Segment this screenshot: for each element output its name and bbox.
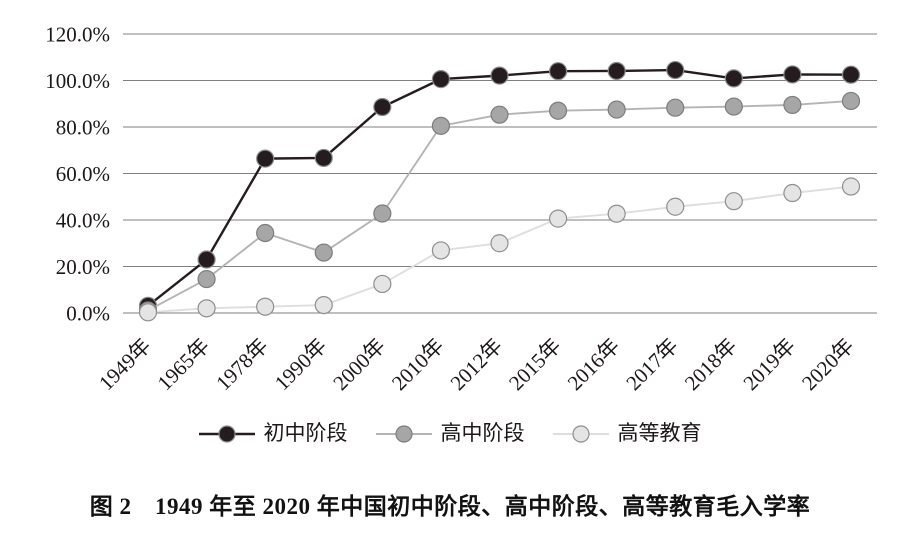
series-0-point-12 <box>841 65 861 84</box>
legend-item-0: 初中阶段 <box>198 421 348 445</box>
x-tick-label: 2010年 <box>387 334 449 396</box>
x-tick-label: 2015年 <box>504 334 566 396</box>
x-tick-label: 1978年 <box>211 334 273 396</box>
series-1-point-1 <box>197 269 216 289</box>
series-0-point-4 <box>373 97 392 117</box>
y-tick-label: 40.0% <box>56 209 110 233</box>
series-1-line <box>147 100 852 312</box>
y-tick-label: 20.0% <box>56 255 110 279</box>
x-tick-label: 2012年 <box>446 334 508 396</box>
series-2-point-7 <box>548 209 568 228</box>
y-tick-label: 0.0% <box>66 302 110 326</box>
legend-label: 初中阶段 <box>263 421 348 445</box>
series-0-point-9 <box>666 60 685 80</box>
x-tick-label: 2020年 <box>797 334 859 396</box>
series-2-point-6 <box>490 234 509 253</box>
x-tick-label: 1990年 <box>270 334 332 396</box>
y-tick-label: 120.0% <box>45 23 110 47</box>
series-1-point-6 <box>490 105 509 124</box>
legend-marker-icon <box>375 424 432 443</box>
series-0-point-5 <box>431 70 451 89</box>
figure-caption: 图 2 1949 年至 2020 年中国初中阶段、高中阶段、高等教育毛入学率 <box>89 494 811 519</box>
legend-item-2: 高等教育 <box>552 421 702 445</box>
series-1-point-5 <box>431 116 451 135</box>
series-2-point-8 <box>607 204 626 223</box>
series-0-point-11 <box>783 65 802 84</box>
x-tick-label: 2017年 <box>621 334 683 396</box>
series-2-point-10 <box>724 192 743 211</box>
series-1-point-12 <box>841 91 861 111</box>
series-0-point-1 <box>197 250 216 269</box>
series-0-point-6 <box>490 66 509 85</box>
series-1-point-7 <box>548 101 568 120</box>
legend-item-1: 高中阶段 <box>375 421 525 445</box>
legend-label: 高等教育 <box>617 421 702 445</box>
x-tick-label: 2018年 <box>680 334 742 396</box>
series-0-point-7 <box>548 62 568 81</box>
series-2-point-4 <box>373 274 392 294</box>
x-tick-label: 1965年 <box>153 334 215 396</box>
x-tick-label: 1949年 <box>94 334 156 396</box>
y-tick-label: 80.0% <box>56 116 110 140</box>
series-0-point-10 <box>724 69 743 88</box>
legend-marker-icon <box>552 424 609 443</box>
series-1-point-11 <box>783 95 802 115</box>
series-0-point-3 <box>314 148 333 168</box>
enrollment-line-chart: 120.0% 100.0% 80.0% 60.0% 40.0% 20.0% 0.0% 1949… <box>45 23 877 396</box>
y-tick-label: 100.0% <box>45 69 110 93</box>
series-1-point-9 <box>666 98 685 117</box>
series-0-point-2 <box>256 149 275 168</box>
series-2-point-5 <box>431 241 451 260</box>
series-2-point-9 <box>666 197 685 216</box>
series-2-point-1 <box>197 299 216 318</box>
legend-label: 高中阶段 <box>440 421 525 445</box>
chart-legend: 初中阶段 高中阶段 高等教育 <box>0 423 900 444</box>
x-tick-label: 2019年 <box>738 334 800 396</box>
series-1-point-3 <box>314 243 333 262</box>
x-tick-label: 2000年 <box>328 334 390 396</box>
y-tick-label: 60.0% <box>56 162 110 186</box>
series-2-point-3 <box>314 295 333 315</box>
series-0-point-8 <box>607 61 626 81</box>
series-1-point-10 <box>724 97 743 116</box>
x-tick-label: 2016年 <box>563 334 625 396</box>
series-2-point-2 <box>256 297 275 316</box>
legend-marker-icon <box>198 424 255 443</box>
series-2-point-11 <box>783 183 802 203</box>
series-1-point-2 <box>256 223 275 243</box>
series-1-point-4 <box>373 204 392 223</box>
series-2-point-0 <box>138 303 158 322</box>
series-1-point-8 <box>607 100 626 119</box>
series-2-point-12 <box>841 177 861 196</box>
